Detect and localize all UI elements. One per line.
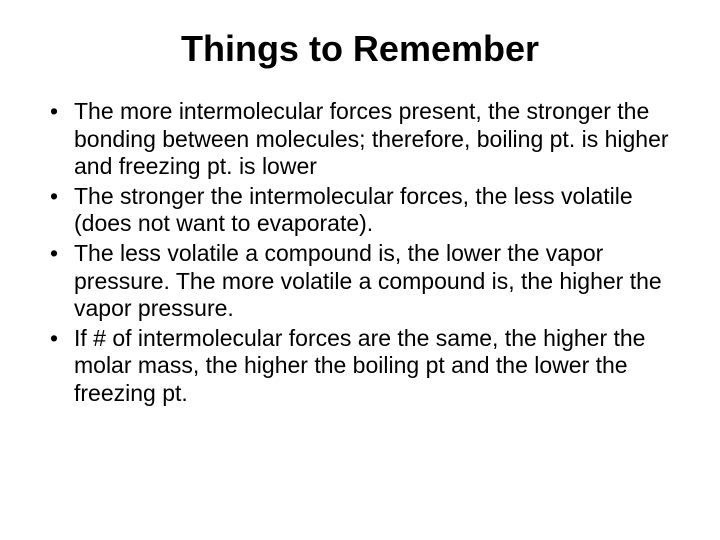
list-item: The less volatile a compound is, the low…	[50, 240, 680, 323]
list-item: The stronger the intermolecular forces, …	[50, 183, 680, 238]
slide-title: Things to Remember	[40, 28, 680, 70]
bullet-list: The more intermolecular forces present, …	[40, 98, 680, 408]
list-item: If # of intermolecular forces are the sa…	[50, 325, 680, 408]
list-item: The more intermolecular forces present, …	[50, 98, 680, 181]
